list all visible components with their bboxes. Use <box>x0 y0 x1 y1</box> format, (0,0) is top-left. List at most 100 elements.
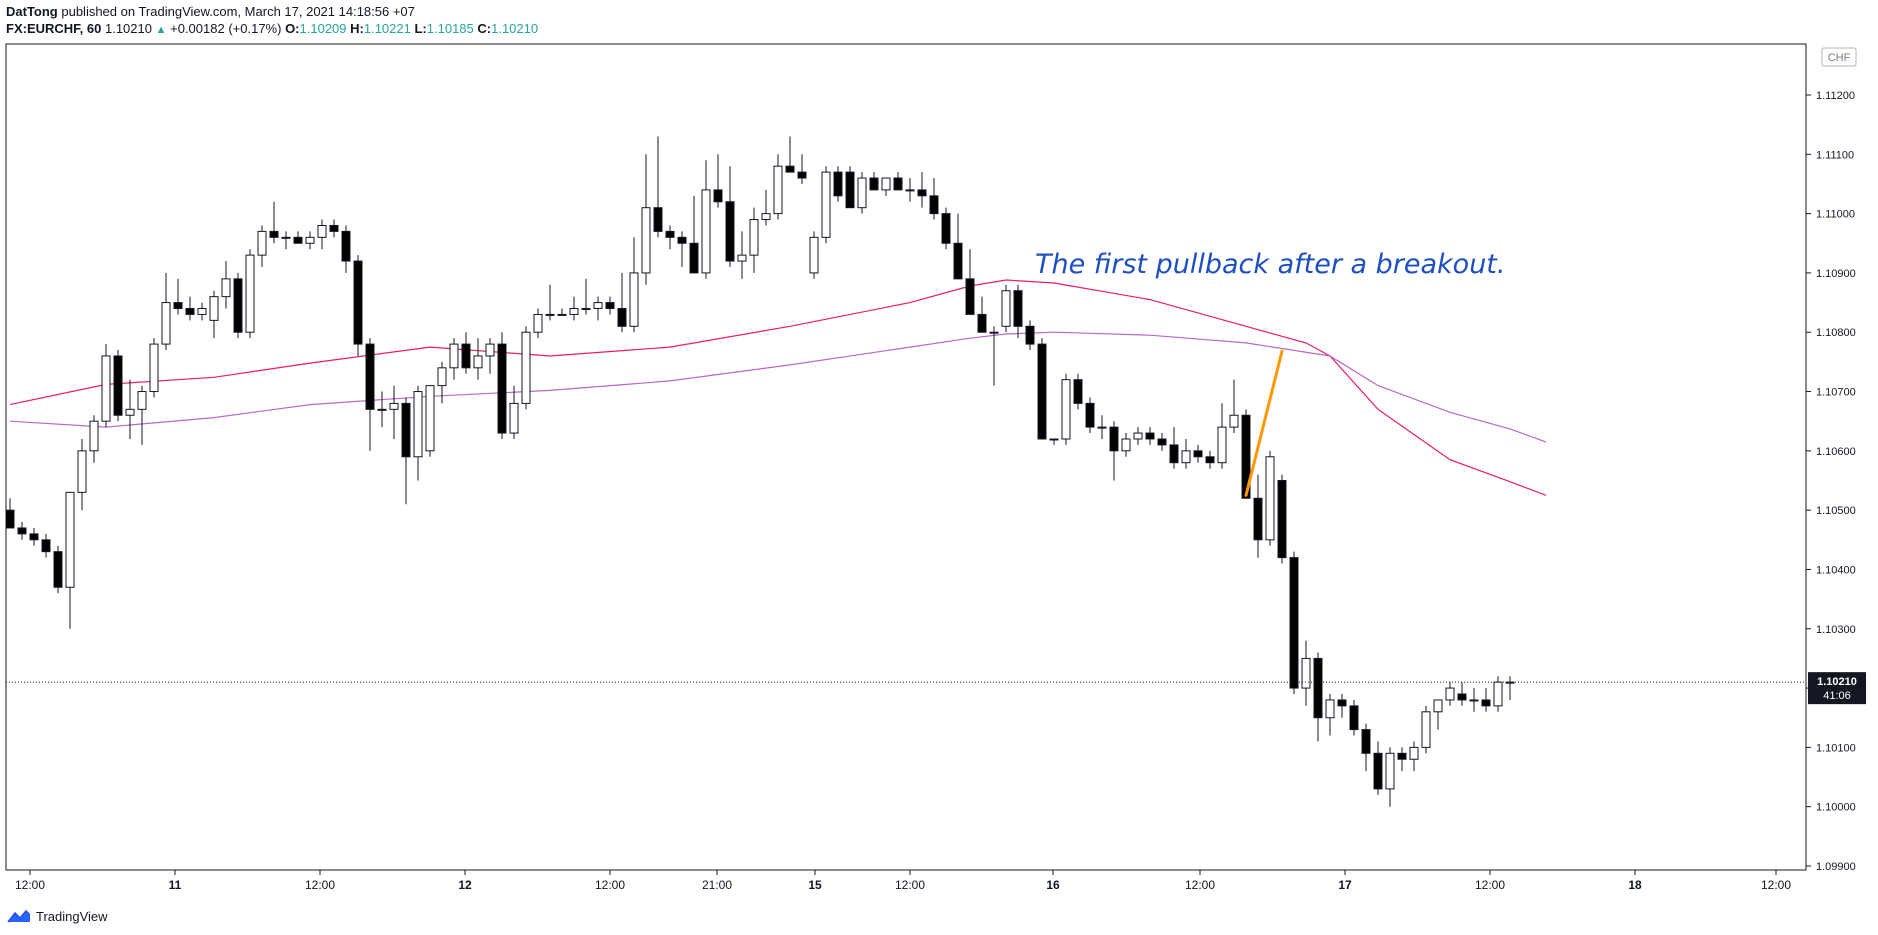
published-text: published on TradingView.com, March 17, … <box>57 4 415 19</box>
candle <box>1289 551 1299 695</box>
candle <box>1241 409 1251 499</box>
candle <box>485 338 495 374</box>
candle <box>533 308 543 339</box>
candle <box>509 385 519 439</box>
candle <box>893 172 903 191</box>
price-tick-label: 1.10000 <box>1816 802 1856 814</box>
candle <box>185 296 195 321</box>
candle <box>437 361 447 404</box>
time-tick-label: 16 <box>1046 878 1060 892</box>
annotation-text[interactable]: The first pullback after a breakout. <box>1035 249 1505 280</box>
price-tick-label: 1.10300 <box>1816 624 1856 636</box>
candle <box>665 225 675 250</box>
candle <box>833 166 843 202</box>
candle <box>113 350 123 422</box>
publish-info: DatTong published on TradingView.com, Ma… <box>6 4 415 19</box>
candle <box>737 231 747 279</box>
time-tick-label: 12:00 <box>1475 878 1505 892</box>
candle <box>773 154 783 220</box>
candle <box>89 415 99 463</box>
candle <box>221 261 231 309</box>
candle <box>473 338 483 380</box>
candle <box>161 272 171 351</box>
candle <box>137 385 147 445</box>
up-triangle-icon: ▲ <box>155 24 167 36</box>
candle <box>365 338 375 451</box>
candle <box>329 219 339 238</box>
candle <box>401 397 411 505</box>
candle <box>953 213 963 280</box>
candle <box>5 498 15 529</box>
candle <box>449 338 459 380</box>
candle <box>581 278 591 315</box>
price-tick-label: 1.11100 <box>1816 149 1854 161</box>
candle <box>1073 373 1083 410</box>
candle <box>1109 421 1119 481</box>
time-tick-label: 12:00 <box>895 878 925 892</box>
footer-brand[interactable]: TradingView <box>6 908 108 924</box>
candle <box>173 278 183 315</box>
candle <box>1397 747 1407 772</box>
candle <box>233 272 243 339</box>
candle <box>1373 741 1383 795</box>
candle <box>65 491 75 629</box>
candle <box>1313 652 1323 742</box>
tradingview-logo-icon <box>7 909 31 923</box>
candle <box>1457 682 1467 706</box>
open-label: O: <box>285 21 300 36</box>
time-tick-label: 15 <box>808 878 822 892</box>
candle <box>1361 723 1371 772</box>
high-value: 1.10221 <box>363 21 411 36</box>
time-axis[interactable]: 12:00 11 12:00 12 12:00 21:00 15 12:00 16 12:00 17… <box>15 870 1791 892</box>
candle <box>497 332 507 439</box>
countdown-label: 41:06 <box>1823 690 1851 702</box>
candle <box>1433 699 1443 730</box>
candle <box>701 160 711 279</box>
plot-frame <box>5 43 1807 871</box>
candle <box>1217 403 1227 469</box>
candle <box>1325 694 1335 736</box>
candle <box>521 326 531 410</box>
candles <box>5 136 1515 807</box>
candle <box>1481 688 1491 712</box>
time-tick-label: 12:00 <box>15 878 45 892</box>
price-tick-label: 1.10900 <box>1816 268 1856 280</box>
candle <box>1337 694 1347 718</box>
price-tick-label: 1.09900 <box>1816 861 1856 873</box>
price-tick-label: 1.10400 <box>1816 564 1856 576</box>
time-tick-label: 12:00 <box>1185 878 1215 892</box>
candle <box>629 237 639 333</box>
price-axis[interactable]: 1.11200 1.11100 1.11000 1.10900 1.10800 1.107… <box>1806 90 1856 873</box>
price-tick-label: 1.11000 <box>1816 209 1855 221</box>
author-name[interactable]: DatTong <box>6 4 58 19</box>
last-price-badge: 1.10210 41:06 <box>1808 672 1866 705</box>
candle <box>905 178 915 202</box>
candle <box>965 249 975 315</box>
pullback-segment[interactable] <box>1244 349 1284 497</box>
high-label: H: <box>350 21 364 36</box>
candle <box>845 166 855 209</box>
moving-averages <box>9 279 1547 496</box>
candle <box>53 545 63 594</box>
candle <box>809 231 819 279</box>
price-tick-label: 1.10600 <box>1816 446 1856 458</box>
candle <box>761 189 771 226</box>
candle <box>869 172 879 191</box>
candle <box>989 326 999 386</box>
pullback-line[interactable] <box>1244 349 1284 497</box>
candle <box>257 225 267 267</box>
candle <box>545 284 555 321</box>
candle <box>641 154 651 285</box>
candle <box>689 195 699 274</box>
candle <box>125 379 135 439</box>
low-value: 1.10185 <box>426 21 474 36</box>
candle <box>713 154 723 208</box>
candle <box>1037 338 1047 440</box>
symbol-name: FX:EURCHF, 60 <box>6 21 102 36</box>
candle <box>1229 379 1239 434</box>
candle <box>1097 415 1107 439</box>
candle <box>245 249 255 339</box>
low-label: L: <box>414 21 427 36</box>
price-tick-label: 1.10500 <box>1816 505 1856 517</box>
